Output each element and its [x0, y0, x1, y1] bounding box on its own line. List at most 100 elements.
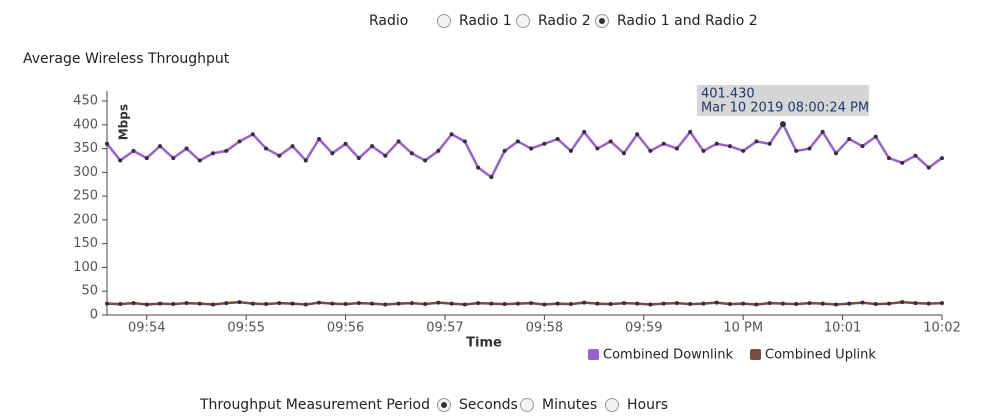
radio-dot: [441, 402, 447, 408]
chart-title: Average Wireless Throughput: [23, 51, 230, 67]
data-point: [688, 302, 693, 307]
data-point: [727, 144, 732, 149]
radio-button[interactable]: [437, 14, 451, 28]
data-point: [701, 148, 706, 153]
x-tick-label: 10:02: [923, 321, 960, 336]
data-point: [158, 301, 163, 306]
data-point: [568, 148, 573, 153]
data-point: [409, 151, 414, 156]
data-point: [794, 148, 799, 153]
y-tick-label: 100: [73, 260, 98, 275]
radio-button[interactable]: [516, 14, 530, 28]
data-point: [396, 139, 401, 144]
data-point: [913, 301, 918, 306]
data-point: [171, 156, 176, 161]
data-point: [674, 146, 679, 151]
y-tick-label: 400: [73, 117, 98, 132]
data-point: [224, 148, 229, 153]
y-tick-label: 250: [73, 189, 98, 204]
data-point: [356, 156, 361, 161]
series-line: [106, 121, 943, 179]
data-point: [608, 302, 613, 307]
data-point: [542, 141, 547, 146]
data-point: [409, 301, 414, 306]
y-tick-label: 200: [73, 212, 98, 227]
data-point: [330, 301, 335, 306]
data-point: [940, 301, 944, 306]
data-point: [661, 141, 666, 146]
data-point: [582, 129, 587, 134]
data-point: [940, 156, 944, 161]
radio-button[interactable]: [520, 398, 534, 412]
x-tick-label: 09:58: [526, 321, 563, 336]
radio-button[interactable]: [605, 398, 619, 412]
data-point: [436, 300, 441, 305]
data-point: [237, 139, 242, 144]
data-point: [211, 302, 216, 307]
x-tick-label: 09:56: [327, 321, 364, 336]
data-point: [900, 160, 905, 165]
data-point: [794, 302, 799, 307]
data-point: [330, 151, 335, 156]
data-point: [701, 301, 706, 306]
radio-group-label: Radio: [369, 13, 408, 29]
data-point: [873, 302, 878, 307]
data-point: [317, 137, 322, 142]
data-point: [343, 302, 348, 307]
radio-option-label[interactable]: Hours: [627, 397, 668, 413]
radio-option-label[interactable]: Radio 2: [538, 13, 591, 29]
radio-option-label[interactable]: Radio 1: [459, 13, 512, 29]
data-point: [144, 302, 149, 307]
x-tick-label: 09:55: [227, 321, 264, 336]
data-point: [502, 148, 507, 153]
legend-label: Combined Uplink: [765, 348, 876, 363]
y-tick-label: 300: [73, 165, 98, 180]
radio-option-label[interactable]: Minutes: [542, 397, 597, 413]
data-point: [926, 301, 931, 306]
data-point: [913, 153, 918, 158]
data-point: [833, 151, 838, 156]
data-point: [158, 144, 163, 149]
data-point: [714, 300, 719, 305]
data-point: [529, 146, 534, 151]
data-point: [317, 300, 322, 305]
data-point: [873, 134, 878, 139]
data-point: [635, 132, 640, 137]
data-point: [449, 301, 454, 306]
data-point: [502, 302, 507, 307]
data-point: [860, 300, 865, 305]
data-point: [423, 302, 428, 307]
radio-dot: [599, 18, 605, 24]
data-point: [926, 165, 931, 170]
data-point: [515, 139, 520, 144]
data-point: [303, 302, 308, 307]
data-point: [370, 301, 375, 306]
data-point: [595, 146, 600, 151]
y-tick-label: 450: [73, 94, 98, 109]
data-point: [741, 148, 746, 153]
data-point: [303, 158, 308, 163]
data-point: [211, 151, 216, 156]
data-point: [754, 139, 759, 144]
data-point: [396, 301, 401, 306]
radio-option-label[interactable]: Seconds: [459, 397, 518, 413]
x-tick-label: 09:59: [625, 321, 662, 336]
data-point: [529, 301, 534, 306]
radio-option-label[interactable]: Radio 1 and Radio 2: [617, 13, 758, 29]
data-point: [184, 146, 189, 151]
data-point: [542, 302, 547, 307]
data-point: [820, 129, 825, 134]
data-point: [900, 300, 905, 305]
radio-group-label: Throughput Measurement Period: [199, 397, 430, 413]
data-point: [608, 139, 613, 144]
data-point: [595, 301, 600, 306]
data-point: [568, 302, 573, 307]
data-point: [661, 301, 666, 306]
data-point: [171, 302, 176, 307]
data-point: [582, 300, 587, 305]
y-tick-label: 150: [73, 236, 98, 251]
data-point: [423, 158, 428, 163]
data-point: [754, 302, 759, 307]
